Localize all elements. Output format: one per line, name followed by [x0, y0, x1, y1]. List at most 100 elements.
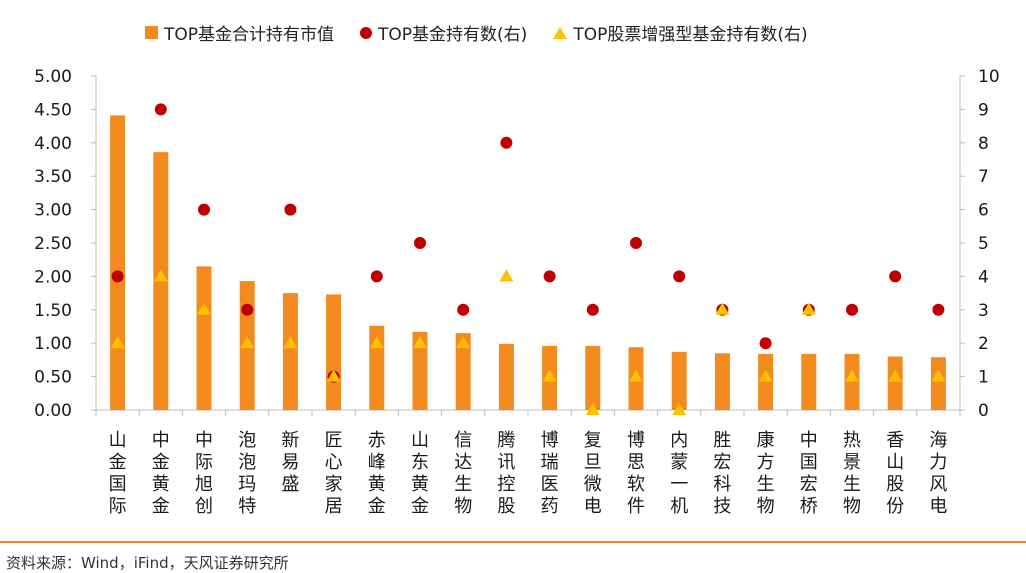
source-note: 资料来源：Wind，iFind，天风证券研究所 — [6, 554, 289, 572]
holding-count-dot — [673, 270, 686, 283]
y-left-tick-label: 0.00 — [34, 401, 72, 421]
x-tick-label: 新易盛 — [281, 430, 299, 495]
x-tick-label: 复旦微电 — [584, 430, 602, 517]
y-left-tick-label: 1.00 — [34, 334, 72, 354]
enhanced-fund-count-triangle — [283, 336, 298, 349]
bar — [714, 353, 730, 410]
bar — [455, 333, 471, 410]
y-left-tick-label: 4.00 — [34, 134, 72, 154]
y-left-tick-label: 4.50 — [34, 100, 72, 120]
y-right-tick-label: 8 — [978, 134, 989, 154]
holding-count-dot — [630, 237, 642, 249]
bar — [196, 266, 212, 410]
bar — [412, 331, 428, 410]
holding-count-dot — [241, 303, 254, 316]
enhanced-fund-count-triangle — [672, 403, 687, 415]
bar — [110, 115, 126, 411]
x-tick-label: 泡泡玛特 — [238, 430, 256, 517]
bar — [585, 345, 601, 410]
enhanced-fund-count-triangle — [585, 403, 600, 415]
legend-dot-label: TOP基金持有数(右) — [378, 25, 528, 45]
bar — [671, 351, 687, 410]
holding-count-dot — [759, 337, 772, 350]
chart-legend: TOP基金合计持有市值 TOP基金持有数(右) TOP股票增强型基金持有数(右) — [145, 20, 808, 45]
x-tick-label: 热景生物 — [843, 430, 861, 517]
bar — [887, 356, 903, 410]
enhanced-fund-count-triangle — [499, 269, 514, 282]
enhanced-fund-count-triangle — [413, 336, 427, 349]
y-right-tick-label: 2 — [978, 334, 989, 354]
enhanced-fund-count-triangle — [845, 369, 859, 382]
legend-triangle-label: TOP股票增强型基金持有数(右) — [573, 25, 808, 45]
y-left-tick-label: 2.00 — [34, 267, 72, 287]
enhanced-fund-count-triangle — [153, 269, 168, 282]
enhanced-fund-count-triangle — [110, 336, 125, 349]
y-right-tick-label: 6 — [978, 201, 989, 221]
legend-item-triangle: TOP股票增强型基金持有数(右) — [553, 20, 808, 45]
holding-count-dot — [414, 237, 426, 249]
legend-item-bar: TOP基金合计持有市值 — [145, 20, 334, 45]
bar — [498, 343, 514, 410]
holding-count-dot — [846, 303, 858, 316]
x-tick-label: 腾讯控股 — [497, 430, 515, 517]
bar — [282, 293, 298, 410]
enhanced-fund-count-triangle — [758, 369, 773, 382]
y-right-tick-label: 0 — [978, 401, 989, 421]
y-right-tick-label: 9 — [978, 100, 989, 120]
y-right-tick-label: 10 — [978, 67, 1000, 87]
enhanced-fund-count-triangle — [542, 369, 557, 382]
y-left-tick-label: 2.50 — [34, 234, 72, 254]
x-tick-label: 山东黄金 — [411, 430, 429, 517]
holding-count-dot — [889, 270, 902, 283]
x-tick-label: 胜宏科技 — [713, 430, 731, 517]
enhanced-fund-count-triangle — [456, 336, 471, 349]
y-left-tick-label: 0.50 — [34, 368, 72, 388]
legend-triangle-swatch — [553, 26, 568, 39]
bar — [326, 294, 342, 410]
x-tick-label: 信达生物 — [454, 430, 472, 517]
bar — [844, 353, 860, 410]
y-right-tick-label: 4 — [978, 267, 989, 287]
x-tick-label: 匠心家居 — [325, 430, 343, 517]
enhanced-fund-count-triangle — [715, 302, 730, 315]
x-tick-label: 中金黄金 — [152, 430, 170, 517]
y-right-tick-label: 1 — [978, 368, 989, 388]
holding-count-dot — [284, 203, 297, 216]
enhanced-fund-count-triangle — [629, 369, 643, 382]
enhanced-fund-count-triangle — [369, 336, 384, 349]
x-tick-label: 海力风电 — [929, 430, 947, 517]
holding-count-dot — [370, 270, 383, 283]
y-right-tick-label: 7 — [978, 167, 989, 187]
x-tick-label: 博瑞医药 — [541, 430, 559, 517]
bar — [930, 357, 946, 410]
enhanced-fund-count-triangle — [888, 369, 903, 382]
holding-count-dot — [500, 136, 513, 149]
holding-count-dot — [154, 103, 167, 116]
legend-dot-swatch — [360, 26, 373, 39]
enhanced-fund-count-triangle — [326, 369, 341, 382]
holding-count-dot — [457, 303, 470, 316]
footer-divider — [0, 541, 1026, 543]
legend-item-dot: TOP基金持有数(右) — [360, 20, 527, 45]
combo-chart: 0.00 0.50 1.00 1.50 2.00 2.50 3.00 3.50 4.00 4.50… — [34, 67, 1000, 517]
y-left-tick-label: 5.00 — [34, 67, 72, 87]
holding-count-dot — [586, 303, 599, 316]
x-tick-label: 赤峰黄金 — [368, 430, 386, 517]
holding-count-dot — [198, 203, 210, 216]
x-tick-label: 内蒙一机 — [670, 430, 688, 517]
x-tick-label: 山金国际 — [109, 430, 127, 517]
holding-count-dot — [111, 270, 124, 283]
y-left-tick-label: 3.50 — [34, 167, 72, 187]
holding-count-dot — [932, 303, 945, 316]
y-right-tick-label: 5 — [978, 234, 989, 254]
y-left-tick-label: 3.00 — [34, 201, 72, 221]
enhanced-fund-count-triangle — [801, 302, 816, 315]
bar — [801, 353, 817, 410]
x-tick-label: 香山股份 — [886, 430, 904, 517]
x-tick-label: 博思软件 — [627, 430, 645, 517]
x-tick-label: 中国宏桥 — [800, 430, 818, 517]
x-tick-label: 康方生物 — [757, 430, 775, 517]
legend-bar-swatch — [145, 26, 158, 39]
enhanced-fund-count-triangle — [197, 302, 211, 315]
enhanced-fund-count-triangle — [240, 336, 255, 349]
